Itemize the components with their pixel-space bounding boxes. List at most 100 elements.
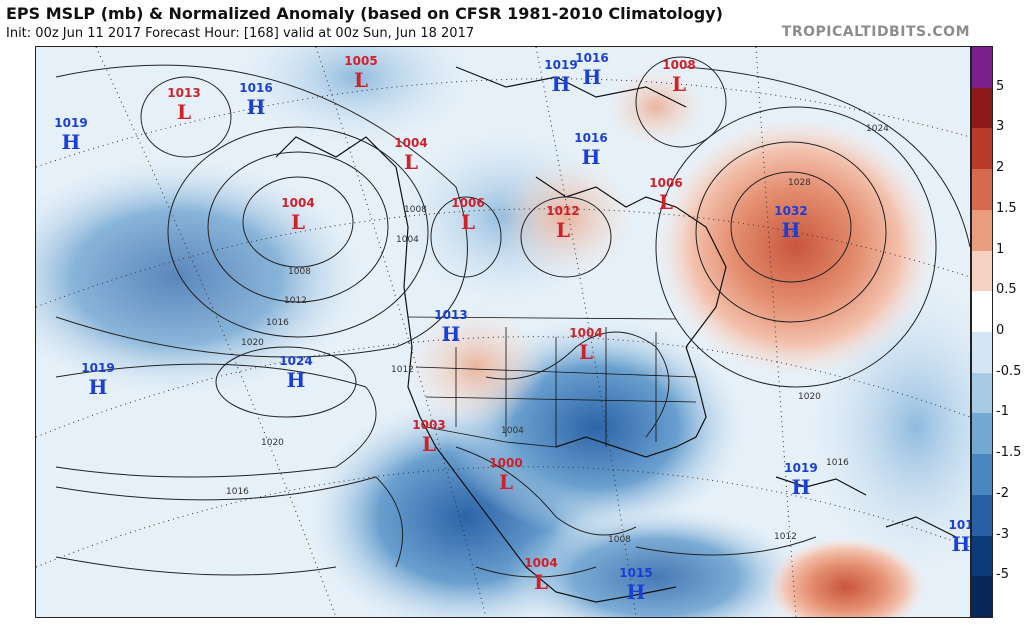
pressure-symbol: L xyxy=(422,432,436,456)
colorbar-label: -1 xyxy=(996,404,1009,420)
brand-watermark: TROPICALTIDBITS.COM xyxy=(781,24,970,40)
isobar-label: 1012 xyxy=(774,532,797,542)
pressure-symbol: L xyxy=(404,150,418,174)
colorbar-segment xyxy=(972,576,992,618)
colorbar-segment xyxy=(972,494,992,537)
colorbar-label: -5 xyxy=(996,567,1009,583)
colorbar-label: -0.5 xyxy=(996,363,1022,379)
isobars xyxy=(55,56,970,578)
pressure-symbol: L xyxy=(534,570,548,594)
pressure-value: 1032 xyxy=(774,204,807,218)
isobar-label: 1024 xyxy=(866,124,889,134)
colorbar-segment xyxy=(972,332,992,374)
pressure-symbol: H xyxy=(287,368,306,392)
pressure-value: 1013 xyxy=(167,86,200,100)
isobar-labels: 1008 1012 1016 1020 1024 1028 1020 1016 … xyxy=(226,124,889,545)
isobar-label: 1016 xyxy=(266,318,289,328)
isobar-label: 1008 xyxy=(608,535,631,545)
pressure-value: 1004 xyxy=(524,556,557,570)
isobar-label: 1020 xyxy=(241,338,264,348)
pressure-value: 1019 xyxy=(54,116,87,130)
isobar-label: 1004 xyxy=(501,426,524,436)
pressure-symbol: L xyxy=(499,470,513,494)
colorbar-label: -3 xyxy=(996,526,1009,542)
pressure-symbol: L xyxy=(291,210,305,234)
pressure-symbol: L xyxy=(556,218,570,242)
colorbar-segment xyxy=(972,209,992,252)
pressure-value: 1004 xyxy=(569,326,602,340)
isobar-label: 1028 xyxy=(788,178,811,188)
colorbar-label: 2 xyxy=(996,160,1005,176)
colorbar-segment xyxy=(972,47,992,89)
pressure-symbol: H xyxy=(952,532,970,556)
pressure-symbol: H xyxy=(89,375,108,399)
colorbar-segment xyxy=(972,535,992,577)
chart-title: EPS MSLP (mb) & Normalized Anomaly (base… xyxy=(6,4,723,23)
pressure-symbol: H xyxy=(627,580,646,604)
colorbar-segment xyxy=(972,87,992,129)
pressure-symbol: L xyxy=(177,100,191,124)
colorbar-segment xyxy=(972,291,992,333)
pressure-value: 1015 xyxy=(619,566,652,580)
pressure-value: 1000 xyxy=(489,456,522,470)
colorbar-segment xyxy=(972,372,992,414)
colorbar-label: 0.5 xyxy=(996,282,1017,298)
pressure-symbol: H xyxy=(582,145,601,169)
anomaly-shading xyxy=(36,47,970,617)
weather-map: 1008 1012 1016 1020 1024 1028 1020 1016 … xyxy=(35,46,971,618)
pressure-value: 1016 xyxy=(239,81,272,95)
isobar-label: 1012 xyxy=(284,296,307,306)
pressure-value: 1006 xyxy=(451,196,484,210)
colorbar-label: 1.5 xyxy=(996,200,1017,216)
pressure-value: 1012 xyxy=(546,204,579,218)
pressure-value: 1004 xyxy=(281,196,314,210)
pressure-symbol: H xyxy=(792,475,811,499)
isobar-label: 1008 xyxy=(288,267,311,277)
pressure-value: 1016 xyxy=(574,131,607,145)
colorbar-segment xyxy=(972,250,992,292)
high-pressure-marker: 101H xyxy=(948,518,970,556)
pressure-value: 1019 xyxy=(81,361,114,375)
pressure-symbol: H xyxy=(62,130,81,154)
pressure-value: 1019 xyxy=(544,58,577,72)
isobar-label: 1008 xyxy=(404,205,427,215)
pressure-value: 1004 xyxy=(394,136,427,150)
colorbar-label: 1 xyxy=(996,241,1005,257)
pressure-value: 1013 xyxy=(434,308,467,322)
isobar-label: 1020 xyxy=(798,392,821,402)
pressure-symbol: L xyxy=(354,68,368,92)
pressure-symbol: H xyxy=(552,72,571,96)
pressure-symbol: L xyxy=(461,210,475,234)
pressure-value: 1006 xyxy=(649,176,682,190)
pressure-value: 1008 xyxy=(662,58,695,72)
isobar-label: 1020 xyxy=(261,438,284,448)
pressure-symbol: H xyxy=(782,218,801,242)
map-canvas: 1008 1012 1016 1020 1024 1028 1020 1016 … xyxy=(36,47,970,617)
pressure-symbol: L xyxy=(672,72,686,96)
pressure-value: 1005 xyxy=(344,54,377,68)
pressure-value: 1003 xyxy=(412,418,445,432)
pressure-value: 1019 xyxy=(784,461,817,475)
pressure-symbol: H xyxy=(247,95,266,119)
isobar-label: 1004 xyxy=(396,235,419,245)
colorbar-segment xyxy=(972,169,992,211)
